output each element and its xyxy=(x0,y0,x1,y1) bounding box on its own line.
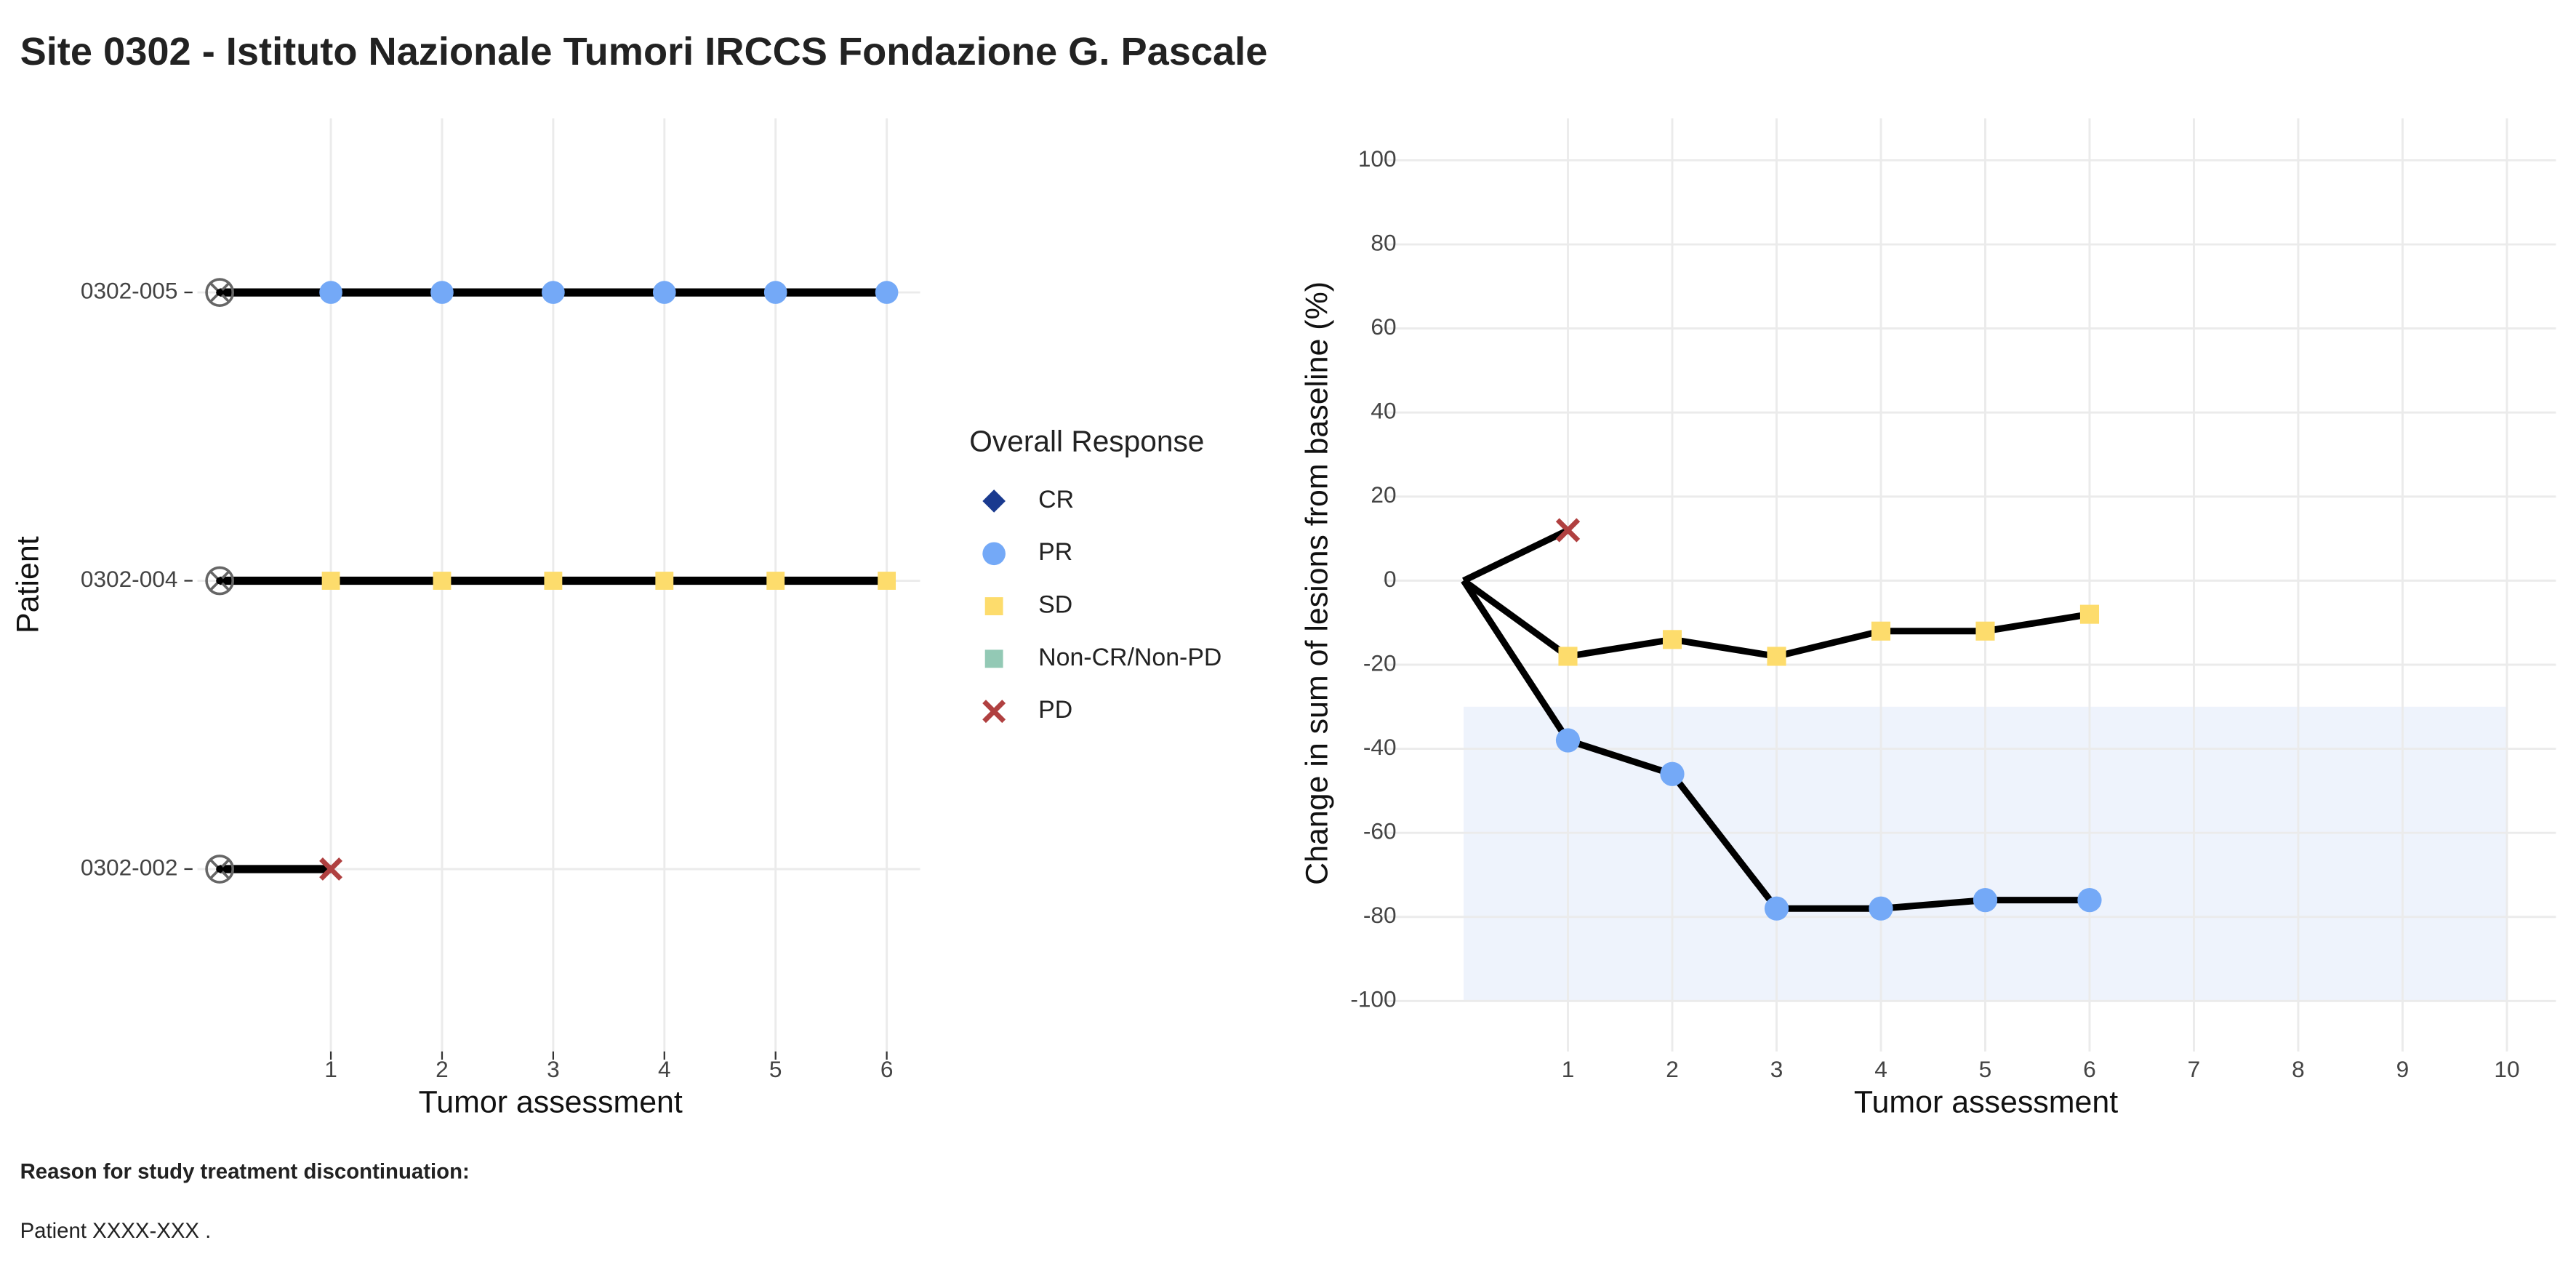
baseline-ring xyxy=(205,278,235,307)
x-tick-label: 1 xyxy=(1562,1056,1575,1082)
y-axis-label: Change in sum of lesions from baseline (… xyxy=(1300,281,1335,885)
legend-swatch xyxy=(984,597,1003,615)
y-tick-label: 100 xyxy=(1358,145,1397,172)
baseline-marker xyxy=(205,278,235,307)
x-tick-label: 5 xyxy=(1979,1056,1992,1082)
response-marker xyxy=(1660,761,1685,786)
response-marker xyxy=(1975,621,1995,641)
x-tick-label: 4 xyxy=(1874,1056,1887,1082)
x-axis-label: Tumor assessment xyxy=(1854,1084,2118,1119)
baseline-dot xyxy=(216,865,224,873)
page-title: Site 0302 - Istituto Nazionale Tumori IR… xyxy=(20,30,1268,73)
response-marker xyxy=(433,572,452,590)
legend-label: PR xyxy=(1038,538,1072,566)
response-marker xyxy=(1764,896,1789,921)
response-marker xyxy=(1558,647,1578,666)
y-tick-label: -40 xyxy=(1363,734,1397,760)
x-tick-label: 10 xyxy=(2494,1056,2519,1082)
response-marker xyxy=(544,572,563,590)
response-marker xyxy=(319,857,343,881)
y-tick-label: 0302-002 xyxy=(81,854,178,880)
legend-swatch xyxy=(982,489,1006,513)
legend-label: PD xyxy=(1038,696,1072,724)
baseline-ring xyxy=(205,855,235,884)
x-tick-label: 1 xyxy=(324,1056,337,1082)
y-tick-label: -60 xyxy=(1363,818,1397,844)
response-marker xyxy=(1555,728,1581,753)
x-tick-label: 6 xyxy=(880,1056,894,1082)
baseline-marker xyxy=(205,855,235,884)
legend-swatch xyxy=(982,542,1006,566)
x-tick-label: 3 xyxy=(1770,1056,1783,1082)
baseline-marker xyxy=(205,566,235,596)
response-marker xyxy=(542,281,565,304)
x-tick-label: 6 xyxy=(2083,1056,2096,1082)
response-marker xyxy=(878,572,896,590)
response-marker xyxy=(1871,621,1891,641)
spider-line xyxy=(1462,527,1570,584)
y-tick-label: -100 xyxy=(1350,986,1396,1012)
x-tick-label: 2 xyxy=(1666,1056,1679,1082)
x-tick-label: 9 xyxy=(2396,1056,2410,1082)
x-tick-label: 4 xyxy=(658,1056,671,1082)
response-marker xyxy=(321,572,340,590)
legend-title: Overall Response xyxy=(969,425,1204,458)
footer-text: Patient XXXX-XXX . xyxy=(20,1219,212,1243)
y-tick-label: 0302-005 xyxy=(81,277,178,303)
y-tick-label: 80 xyxy=(1371,229,1396,255)
response-marker xyxy=(655,572,674,590)
response-marker xyxy=(763,281,787,304)
x-tick-label: 2 xyxy=(436,1056,449,1082)
y-tick-label: 40 xyxy=(1371,398,1396,424)
x-tick-label: 5 xyxy=(769,1056,782,1082)
y-axis-label: Patient xyxy=(10,536,45,633)
legend-label: CR xyxy=(1038,486,1074,513)
response-marker xyxy=(766,572,785,590)
response-marker xyxy=(1555,518,1581,543)
response-marker xyxy=(652,281,676,304)
legend-label: SD xyxy=(1038,591,1072,618)
legend-swatch xyxy=(982,700,1006,724)
y-tick-label: -20 xyxy=(1363,649,1397,676)
response-marker xyxy=(2079,604,2100,624)
baseline-dot xyxy=(216,577,224,585)
legend-swatch xyxy=(984,649,1003,668)
y-tick-label: 20 xyxy=(1371,481,1396,508)
baseline-ring xyxy=(205,566,235,596)
response-marker xyxy=(1662,630,1682,649)
x-tick-label: 7 xyxy=(2188,1056,2201,1082)
legend-label: Non-CR/Non-PD xyxy=(1038,644,1221,671)
response-marker xyxy=(2077,888,2102,913)
y-tick-label: 0302-004 xyxy=(81,566,178,592)
response-marker xyxy=(319,281,342,304)
response-marker xyxy=(1973,888,1998,913)
x-axis-label: Tumor assessment xyxy=(419,1084,683,1119)
response-marker xyxy=(875,281,899,304)
y-tick-label: 0 xyxy=(1384,566,1397,592)
y-tick-label: 60 xyxy=(1371,313,1396,340)
x-tick-label: 3 xyxy=(547,1056,560,1082)
x-tick-label: 8 xyxy=(2292,1056,2305,1082)
y-tick-label: -80 xyxy=(1363,902,1397,928)
baseline-dot xyxy=(216,289,224,297)
footer-heading: Reason for study treatment discontinuati… xyxy=(20,1160,470,1184)
response-marker xyxy=(1869,896,1893,921)
response-marker xyxy=(1767,647,1786,666)
response-marker xyxy=(430,281,454,304)
